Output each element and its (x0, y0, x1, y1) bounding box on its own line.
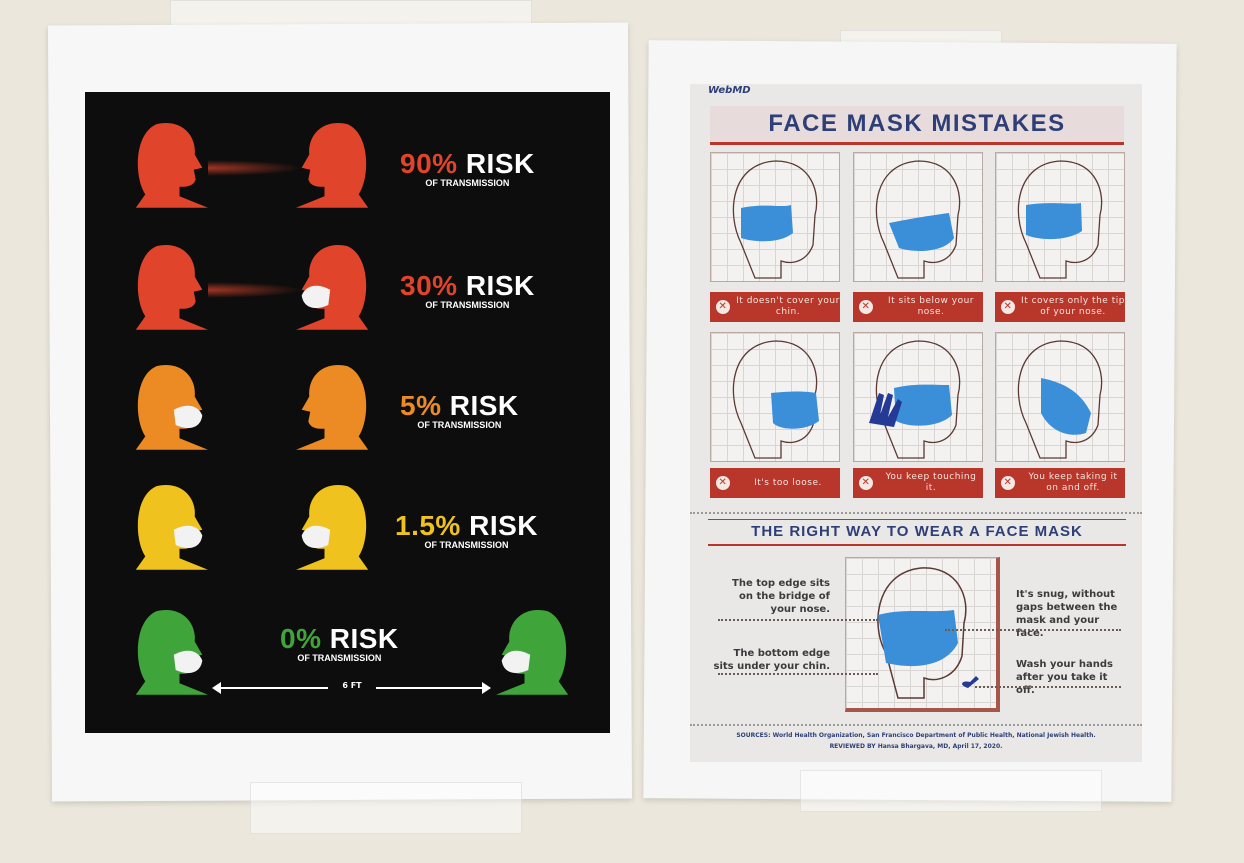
head-icon (296, 364, 369, 450)
masked-head-icon (296, 484, 369, 570)
tip-top-edge: The top edge sits on the bridge of your … (732, 578, 830, 615)
distance-label: 6 FT (328, 681, 376, 690)
risk-percent: 1.5% (395, 510, 461, 541)
tape (800, 770, 1102, 812)
mistake-label: ✕ It sits below your nose. (853, 292, 983, 322)
poster-title: FACE MASK MISTAKES (710, 106, 1124, 145)
head-icon (135, 122, 208, 208)
sources: SOURCES: World Health Organization, San … (736, 732, 1096, 739)
risk-word: RISK (465, 148, 535, 179)
webmd-logo: WebMD (708, 85, 751, 96)
risk-label: 1.5% RISK OF TRANSMISSION (395, 510, 538, 550)
risk-word: RISK (329, 623, 399, 654)
risk-percent: 30% (400, 270, 458, 301)
mistake-illustration (710, 332, 840, 462)
x-circle-icon: ✕ (716, 300, 730, 314)
x-circle-icon: ✕ (859, 300, 873, 314)
head-with-mask-icon (877, 567, 979, 699)
droplets (208, 160, 303, 176)
divider (690, 724, 1142, 726)
mistake-label: ✕ It's too loose. (710, 468, 840, 498)
tape (250, 782, 522, 834)
risk-word: RISK (469, 510, 539, 541)
guide-line (945, 629, 1121, 631)
tip-wash-hands: Wash your hands after you take it off. (1016, 659, 1113, 696)
risk-subtitle: OF TRANSMISSION (424, 540, 509, 550)
head-with-mask-icon (732, 160, 818, 279)
mistake-illustration (853, 152, 983, 282)
mistake-label: ✕ It doesn't cover your chin. (710, 292, 840, 322)
x-circle-icon: ✕ (859, 476, 873, 490)
reviewed-by: REVIEWED BY Hansa Bhargava, MD, April 17… (829, 743, 1003, 750)
risk-subtitle: OF TRANSMISSION (417, 420, 502, 430)
head-with-mask-icon (869, 340, 961, 459)
x-circle-icon: ✕ (1001, 476, 1015, 490)
guide-line (975, 686, 1121, 688)
head-with-mask-icon (1017, 160, 1103, 279)
head-with-mask-icon (1017, 340, 1103, 459)
droplets (208, 282, 303, 298)
risk-percent: 90% (400, 148, 458, 179)
masked-head-icon (135, 609, 208, 695)
mistake-text: You keep taking it on and off. (1028, 472, 1118, 493)
mistake-text: It's too loose. (754, 477, 822, 488)
risk-label: 0% RISK OF TRANSMISSION (280, 623, 399, 663)
guide-line (718, 619, 878, 621)
risk-subtitle: OF TRANSMISSION (297, 653, 382, 663)
arrow-left-icon (212, 682, 221, 694)
head-with-mask-icon (732, 340, 819, 459)
risk-percent: 0% (280, 623, 322, 654)
masked-head-icon (296, 244, 369, 330)
masked-head-icon (135, 484, 208, 570)
mistake-illustration (710, 152, 840, 282)
right-way-title: THE RIGHT WAY TO WEAR A FACE MASK (708, 519, 1126, 546)
masked-head-icon (496, 609, 569, 695)
mistake-illustration (995, 332, 1125, 462)
risk-subtitle: OF TRANSMISSION (425, 178, 510, 188)
risk-subtitle: OF TRANSMISSION (425, 300, 510, 310)
head-with-mask-icon (875, 160, 961, 279)
tip-bottom-edge: The bottom edge sits under your chin. (713, 648, 831, 672)
right-way-illustration (845, 557, 1000, 712)
mistake-text: It sits below your nose. (887, 296, 975, 317)
mistake-label: ✕ It covers only the tip of your nose. (995, 292, 1125, 322)
x-circle-icon: ✕ (1001, 300, 1015, 314)
guide-line (718, 673, 878, 675)
masked-head-icon (135, 364, 208, 450)
risk-label: 90% RISK OF TRANSMISSION (400, 148, 535, 188)
risk-word: RISK (465, 270, 535, 301)
mistake-illustration (853, 332, 983, 462)
tip-snug: It's snug, without gaps between the mask… (1016, 589, 1118, 639)
x-circle-icon: ✕ (716, 476, 730, 490)
divider (690, 512, 1142, 514)
mistake-illustration (995, 152, 1125, 282)
arrow-right-icon (482, 682, 491, 694)
mistake-label: ✕ You keep taking it on and off. (995, 468, 1125, 498)
mistake-label: ✕ You keep touching it. (853, 468, 983, 498)
risk-label: 30% RISK OF TRANSMISSION (400, 270, 535, 310)
head-icon (135, 244, 208, 330)
mistake-text: It doesn't cover your chin. (736, 296, 840, 317)
risk-percent: 5% (400, 390, 442, 421)
mistake-text: You keep touching it. (885, 472, 977, 493)
risk-word: RISK (449, 390, 519, 421)
mistake-text: It covers only the tip of your nose. (1021, 296, 1125, 317)
head-icon (296, 122, 369, 208)
risk-label: 5% RISK OF TRANSMISSION (400, 390, 519, 430)
